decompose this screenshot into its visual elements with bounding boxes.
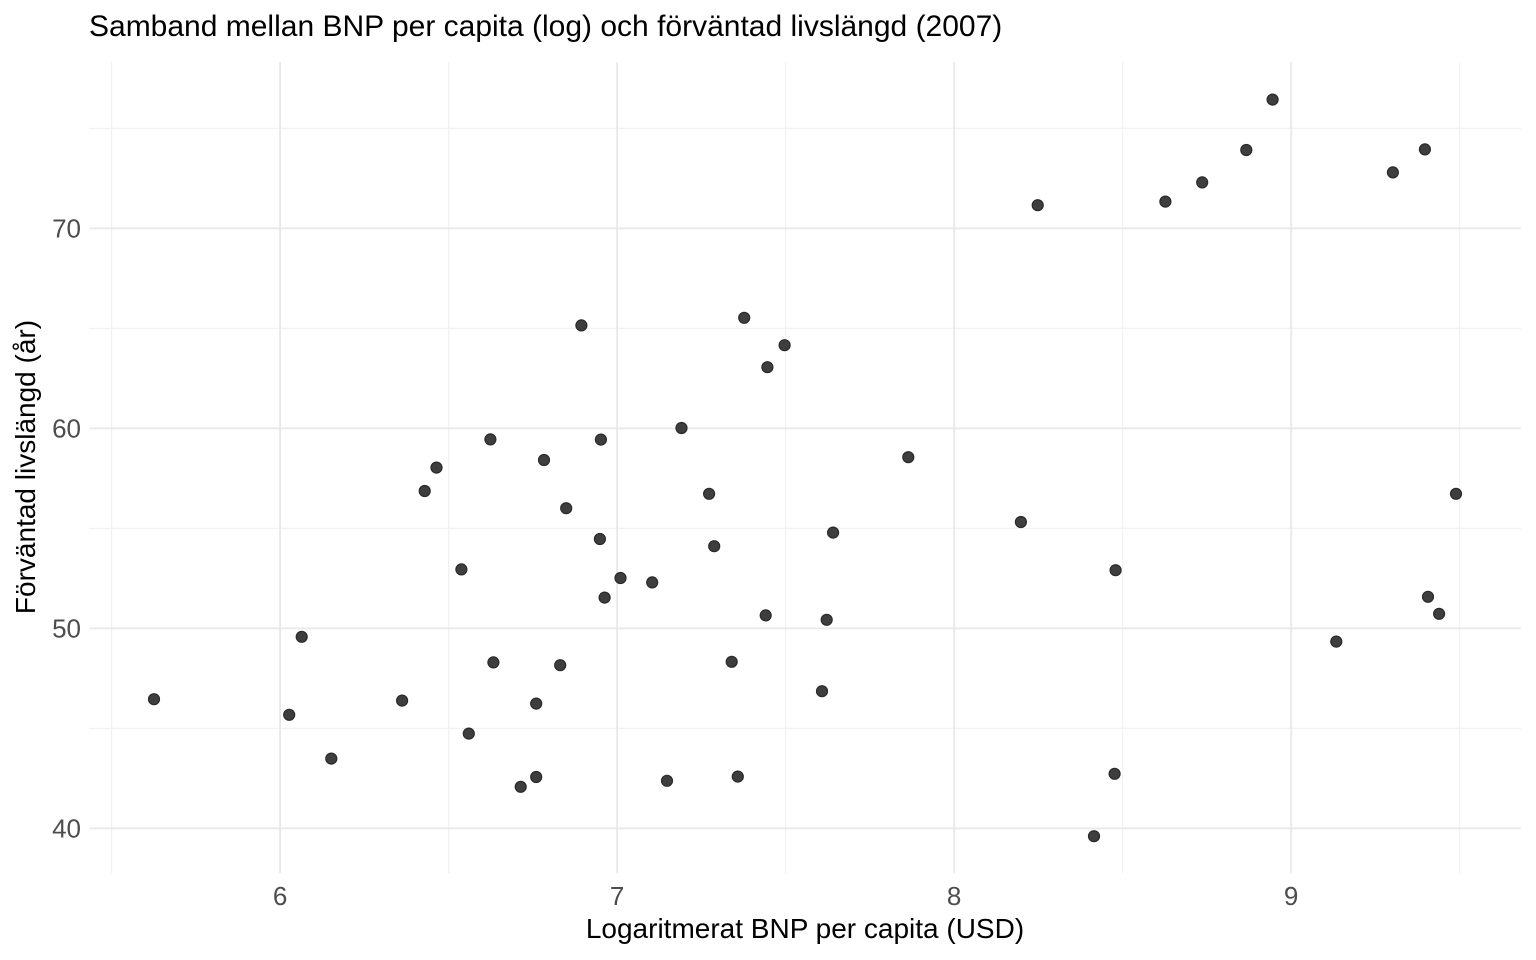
data-point: [484, 433, 497, 446]
data-point: [1266, 93, 1279, 106]
data-point: [295, 630, 308, 643]
data-point: [462, 727, 475, 740]
data-point: [594, 433, 608, 446]
data-point: [1196, 176, 1209, 189]
data-point: [614, 571, 627, 585]
data-point: [598, 591, 611, 604]
data-point: [1386, 166, 1400, 179]
y-tick-label: 50: [52, 613, 81, 643]
y-axis-title: Förväntad livslängd (år): [10, 319, 41, 615]
data-point: [593, 532, 607, 546]
data-point: [731, 770, 744, 783]
data-point: [1449, 487, 1463, 500]
data-point: [1330, 635, 1343, 648]
data-point: [1432, 607, 1446, 620]
data-point: [487, 656, 500, 669]
data-point: [815, 685, 829, 698]
x-tick-label: 8: [947, 881, 961, 911]
y-tick-label: 60: [52, 413, 81, 443]
data-point: [575, 319, 588, 332]
data-point: [1087, 830, 1101, 843]
x-axis-title: Logaritmerat BNP per capita (USD): [585, 913, 1025, 944]
data-point: [325, 752, 338, 765]
data-point: [560, 502, 573, 515]
data-point: [418, 484, 431, 498]
data-point: [1109, 564, 1122, 577]
data-point: [455, 563, 468, 576]
data-point: [1418, 143, 1432, 156]
data-point: [660, 774, 674, 787]
data-point: [147, 693, 161, 706]
data-point: [725, 655, 738, 668]
data-point: [396, 694, 409, 707]
data-point: [1014, 515, 1028, 529]
data-point: [902, 451, 915, 464]
data-point: [646, 576, 659, 589]
data-point: [530, 697, 543, 710]
data-point: [778, 339, 791, 352]
data-point: [554, 659, 567, 672]
plot-title: Samband mellan BNP per capita (log) och …: [89, 10, 1003, 43]
x-tick-label: 6: [273, 881, 287, 911]
data-point: [1159, 195, 1172, 208]
y-tick-label: 70: [52, 213, 81, 243]
data-point: [826, 526, 840, 539]
data-point: [430, 461, 443, 474]
data-point: [761, 361, 774, 374]
data-point: [675, 421, 688, 435]
y-tick-label: 40: [52, 813, 81, 843]
data-point: [530, 770, 543, 784]
data-point: [283, 708, 296, 721]
data-point: [738, 311, 751, 324]
data-point: [1108, 767, 1121, 780]
data-point: [514, 780, 527, 793]
x-tick-label: 7: [610, 881, 624, 911]
x-tick-label: 9: [1284, 881, 1298, 911]
data-point: [708, 540, 721, 553]
data-point: [1421, 590, 1435, 603]
data-point: [702, 487, 716, 500]
data-point: [1031, 199, 1044, 212]
data-point: [1240, 143, 1253, 157]
data-point: [820, 613, 833, 626]
data-point: [537, 453, 551, 467]
data-point: [759, 609, 772, 622]
